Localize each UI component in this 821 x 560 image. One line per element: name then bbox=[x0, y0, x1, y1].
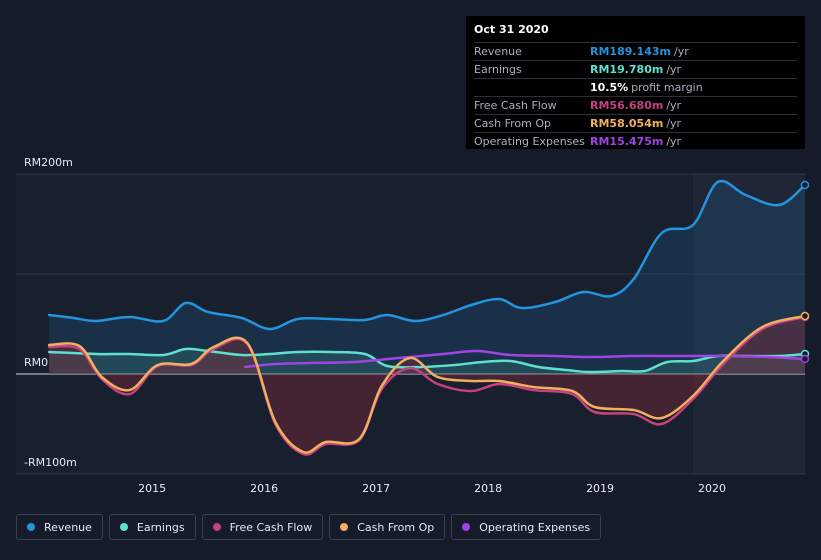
tooltip-value: RM189.143m bbox=[590, 45, 671, 58]
tooltip-value: RM58.054m bbox=[590, 117, 664, 130]
x-tick-label: 2020 bbox=[698, 482, 726, 495]
tooltip-unit: profit margin bbox=[631, 81, 703, 94]
grid-lines bbox=[16, 173, 805, 475]
legend-item-free-cash-flow[interactable]: Free Cash Flow bbox=[201, 514, 324, 540]
legend-label: Revenue bbox=[44, 520, 92, 534]
x-tick-label: 2017 bbox=[362, 482, 390, 495]
legend-dot-icon bbox=[212, 523, 221, 531]
revenue-area bbox=[49, 180, 805, 374]
series-end-markers bbox=[800, 180, 810, 364]
operating-expenses-end-marker bbox=[800, 354, 810, 364]
revenue-end-marker bbox=[800, 180, 810, 190]
tooltip-row-revenue: Revenue RM189.143m /yr bbox=[474, 42, 797, 60]
tooltip-unit: /yr bbox=[666, 117, 682, 130]
y-axis-labels: RM200m RM0 -RM100m bbox=[24, 156, 77, 469]
legend-dot-icon bbox=[119, 523, 128, 531]
tooltip-row-earnings: Earnings RM19.780m /yr bbox=[474, 60, 797, 78]
plot-background bbox=[16, 174, 692, 474]
x-tick-label: 2019 bbox=[586, 482, 614, 495]
legend-dot-icon bbox=[462, 523, 471, 531]
cash-from-op-end-marker bbox=[800, 311, 810, 321]
forecast-shade bbox=[693, 174, 805, 474]
tooltip-unit: /yr bbox=[666, 99, 682, 112]
legend-item-earnings[interactable]: Earnings bbox=[108, 514, 196, 540]
tooltip-unit: /yr bbox=[673, 45, 689, 58]
tooltip-value: 10.5% bbox=[590, 81, 629, 94]
legend-item-cash-from-op[interactable]: Cash From Op bbox=[329, 514, 446, 540]
legend-label: Operating Expenses bbox=[479, 520, 591, 534]
tooltip-row-free-cash-flow: Free Cash Flow RM56.680m /yr bbox=[474, 96, 797, 114]
tooltip-unit: /yr bbox=[666, 135, 682, 148]
tooltip-panel: Oct 31 2020 Revenue RM189.143m /yr Earni… bbox=[466, 16, 805, 149]
legend: Revenue Earnings Free Cash Flow Cash Fro… bbox=[16, 514, 602, 540]
legend-label: Earnings bbox=[136, 520, 185, 534]
tooltip-unit: /yr bbox=[666, 63, 682, 76]
x-axis-labels: 2015 2016 2017 2018 2019 2020 bbox=[138, 482, 726, 495]
tooltip-label: Operating Expenses bbox=[474, 135, 585, 148]
x-tick-label: 2018 bbox=[474, 482, 502, 495]
earnings-line bbox=[47, 347, 805, 374]
legend-item-revenue[interactable]: Revenue bbox=[16, 514, 103, 540]
legend-label: Free Cash Flow bbox=[229, 520, 313, 534]
y-tick-label: RM0 bbox=[24, 356, 48, 369]
series-lines bbox=[47, 179, 805, 456]
legend-dot-icon bbox=[27, 523, 35, 531]
x-tick-label: 2015 bbox=[138, 482, 166, 495]
tooltip-label: Revenue bbox=[474, 45, 522, 58]
tooltip-date: Oct 31 2020 bbox=[474, 23, 549, 36]
tooltip-value: RM56.680m bbox=[590, 99, 664, 112]
tooltip-row-operating-expenses: Operating Expenses RM15.475m /yr bbox=[474, 132, 797, 150]
y-tick-label: -RM100m bbox=[24, 456, 77, 469]
tooltip-value: RM15.475m bbox=[590, 135, 664, 148]
tooltip-label: Earnings bbox=[474, 63, 522, 76]
tooltip-label: Free Cash Flow bbox=[474, 99, 557, 112]
tooltip-label: Cash From Op bbox=[474, 117, 552, 130]
legend-label: Cash From Op bbox=[357, 520, 435, 534]
x-tick-label: 2016 bbox=[250, 482, 278, 495]
cash-from-op-area bbox=[49, 316, 805, 453]
y-tick-label: RM200m bbox=[24, 156, 73, 169]
cash-from-op-line bbox=[47, 314, 805, 454]
legend-item-operating-expenses[interactable]: Operating Expenses bbox=[451, 514, 602, 540]
operating-expenses-line bbox=[243, 349, 805, 369]
revenue-line bbox=[47, 179, 805, 331]
tooltip-value: RM19.780m bbox=[590, 63, 664, 76]
tooltip-row-cash-from-op: Cash From Op RM58.054m /yr bbox=[474, 114, 797, 132]
legend-dot-icon bbox=[340, 523, 349, 531]
tooltip-row-profit-margin: 10.5% profit margin bbox=[474, 78, 797, 96]
